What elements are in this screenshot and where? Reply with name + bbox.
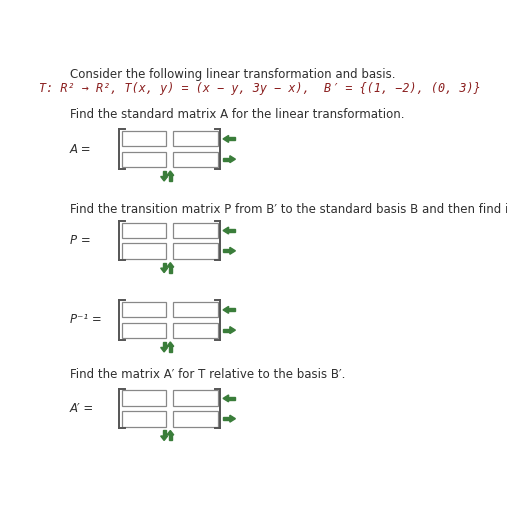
Bar [169,267,172,272]
Bar [229,308,235,311]
Polygon shape [230,156,235,163]
Polygon shape [230,327,235,333]
Bar [223,329,230,332]
Polygon shape [223,227,229,234]
Bar [173,411,218,427]
Bar [173,390,218,406]
Bar [229,138,235,141]
Text: A′ =: A′ = [69,402,94,415]
Bar [223,249,230,252]
Bar [122,223,166,238]
Text: P⁻¹ =: P⁻¹ = [69,313,101,327]
Bar [173,223,218,238]
Bar [122,131,166,146]
Bar [163,171,166,176]
Bar [223,158,230,161]
Bar [229,229,235,232]
Polygon shape [161,347,168,352]
Bar [122,411,166,427]
Polygon shape [161,268,168,272]
Bar [122,323,166,338]
Bar [169,346,172,352]
Bar [163,431,166,436]
Bar [122,152,166,167]
Bar [122,390,166,406]
Bar [173,302,218,317]
Bar [122,244,166,259]
Text: T: R² → R², T(x, y) = (x − y, 3y − x),  B′ = {(1, −2), (0, 3)}: T: R² → R², T(x, y) = (x − y, 3y − x), B… [39,82,480,95]
Polygon shape [223,135,229,142]
Bar [173,131,218,146]
Bar [163,263,166,268]
Text: A =: A = [69,143,91,156]
Polygon shape [230,247,235,254]
Polygon shape [223,395,229,402]
Bar [122,302,166,317]
Bar [173,323,218,338]
Polygon shape [161,176,168,181]
Text: Consider the following linear transformation and basis.: Consider the following linear transforma… [69,68,395,81]
Text: P =: P = [69,234,90,247]
Polygon shape [167,431,174,435]
Text: Find the standard matrix A for the linear transformation.: Find the standard matrix A for the linea… [69,108,404,121]
Polygon shape [223,307,229,313]
Bar [223,417,230,420]
Bar [163,342,166,347]
Bar [169,435,172,440]
Bar [173,244,218,259]
Polygon shape [167,263,174,267]
Bar [173,152,218,167]
Text: Find the matrix A′ for T relative to the basis B′.: Find the matrix A′ for T relative to the… [69,369,345,382]
Polygon shape [161,436,168,440]
Polygon shape [167,171,174,175]
Text: Find the transition matrix P from B′ to the standard basis B and then find its i: Find the transition matrix P from B′ to … [69,203,507,216]
Polygon shape [167,342,174,346]
Bar [229,397,235,400]
Bar [169,175,172,181]
Polygon shape [230,415,235,422]
